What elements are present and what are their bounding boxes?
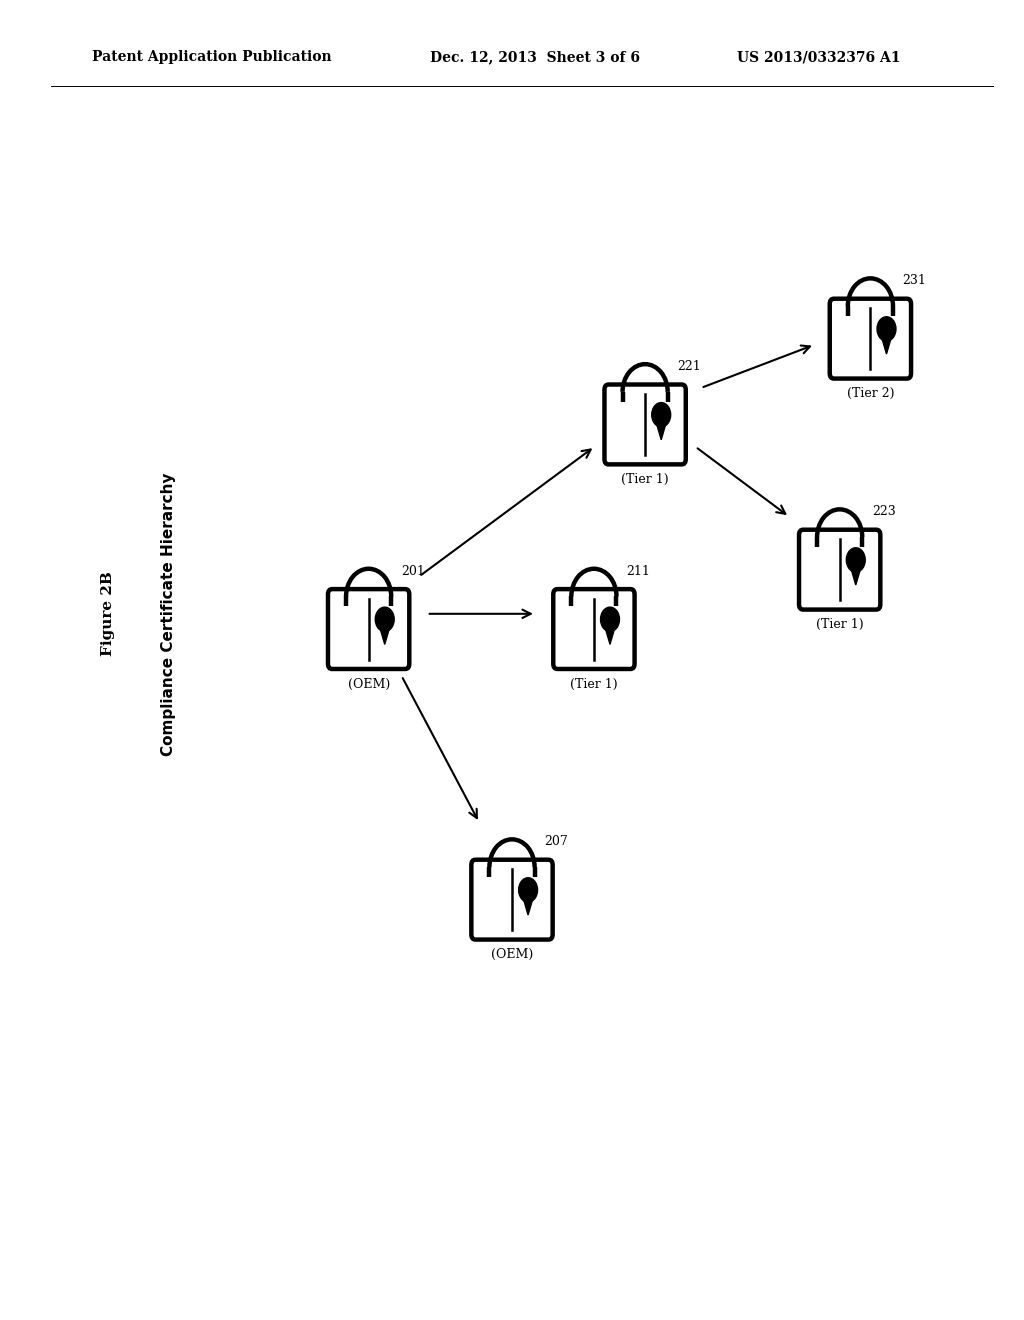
Text: (Tier 1): (Tier 1) bbox=[622, 473, 669, 486]
Circle shape bbox=[375, 607, 394, 631]
Circle shape bbox=[518, 878, 538, 902]
Text: (OEM): (OEM) bbox=[490, 948, 534, 961]
Text: 211: 211 bbox=[626, 565, 650, 578]
Polygon shape bbox=[380, 627, 390, 644]
Polygon shape bbox=[656, 422, 667, 440]
FancyBboxPatch shape bbox=[604, 384, 686, 465]
Polygon shape bbox=[523, 898, 534, 915]
Text: (Tier 1): (Tier 1) bbox=[570, 677, 617, 690]
FancyBboxPatch shape bbox=[553, 589, 635, 669]
FancyBboxPatch shape bbox=[799, 529, 881, 610]
Text: Dec. 12, 2013  Sheet 3 of 6: Dec. 12, 2013 Sheet 3 of 6 bbox=[430, 50, 640, 65]
Text: (OEM): (OEM) bbox=[347, 677, 390, 690]
Text: 221: 221 bbox=[678, 360, 701, 374]
Polygon shape bbox=[882, 337, 892, 354]
FancyBboxPatch shape bbox=[471, 859, 553, 940]
Text: (Tier 2): (Tier 2) bbox=[847, 387, 894, 400]
FancyBboxPatch shape bbox=[829, 298, 911, 379]
Text: 207: 207 bbox=[545, 836, 568, 849]
Text: 201: 201 bbox=[400, 565, 425, 578]
Circle shape bbox=[877, 317, 896, 341]
Text: Patent Application Publication: Patent Application Publication bbox=[92, 50, 332, 65]
Text: 223: 223 bbox=[871, 506, 896, 519]
Text: (Tier 1): (Tier 1) bbox=[816, 618, 863, 631]
Circle shape bbox=[846, 548, 865, 572]
Circle shape bbox=[651, 403, 671, 426]
Circle shape bbox=[600, 607, 620, 631]
Polygon shape bbox=[851, 568, 861, 585]
FancyBboxPatch shape bbox=[328, 589, 410, 669]
Polygon shape bbox=[605, 627, 615, 644]
Text: Figure 2B: Figure 2B bbox=[100, 572, 115, 656]
Text: US 2013/0332376 A1: US 2013/0332376 A1 bbox=[737, 50, 901, 65]
Text: Compliance Certificate Hierarchy: Compliance Certificate Hierarchy bbox=[162, 473, 176, 755]
Text: 231: 231 bbox=[903, 275, 927, 288]
